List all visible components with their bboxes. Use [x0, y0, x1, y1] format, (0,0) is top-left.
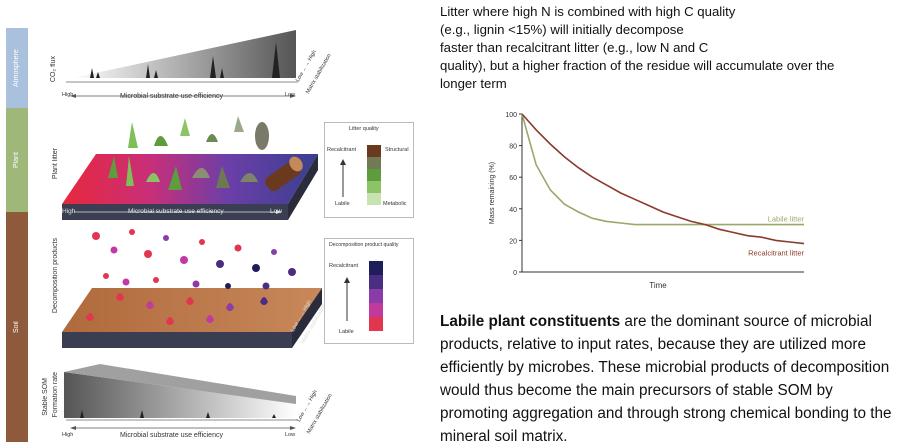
chart-axes	[519, 113, 804, 273]
decomp-swatch	[369, 289, 383, 303]
chart-labels: 0 20 40 60 80 100 Labile litter Recalcitrant li…	[489, 112, 804, 290]
decomp-swatch	[369, 275, 383, 289]
chart-series	[521, 113, 805, 245]
decomp-legend-arrow	[344, 277, 350, 321]
y-tick-label: 0	[513, 270, 517, 277]
litter-legend-top-right: Structural	[385, 147, 409, 153]
intro-line-4: quality), but a higher fraction of the r…	[440, 58, 835, 73]
co2-flux-label: CO₂ flux	[50, 56, 57, 83]
decomp-swatch	[369, 317, 383, 331]
y-tick-label: 80	[509, 144, 517, 151]
plant-litter-graphic	[62, 116, 318, 220]
plant-strip: Plant	[6, 108, 28, 212]
som-axis-high: High	[62, 432, 74, 438]
litter-swatch	[367, 169, 381, 181]
y-tick-label: 60	[509, 175, 517, 182]
litter-legend-top: Recalcitrant	[327, 147, 357, 153]
som-axis-low: Low	[285, 432, 296, 438]
co2-axis-low: Low	[285, 92, 296, 98]
litter-legend-bottom: Labile	[335, 201, 350, 207]
litter-swatch	[367, 181, 381, 193]
som-axis-label: Microbial substrate use efficiency	[120, 432, 223, 439]
series-line-recalcitrant	[521, 113, 805, 245]
decomp-swatch	[369, 303, 383, 317]
litter-swatch	[367, 145, 381, 157]
decomp-swatch	[369, 261, 383, 275]
intro-line-1: Litter where high N is combined with hig…	[440, 4, 736, 19]
stable-som-graphic	[64, 364, 298, 430]
conclusion-paragraph: Labile plant constituents are the domina…	[440, 310, 904, 448]
decomp-legend-swatches	[369, 261, 383, 331]
series-label-labile: Labile litter	[768, 215, 805, 224]
litter-legend-bottom-right: Metabolic	[383, 201, 407, 207]
litter-swatch	[367, 157, 381, 169]
series-line-labile	[521, 113, 804, 226]
y-tick-label: 100	[505, 112, 517, 119]
intro-paragraph: Litter where high N is combined with hig…	[440, 3, 900, 93]
decomp-legend-title: Decomposition product quality	[329, 242, 399, 248]
y-tick-label: 40	[509, 207, 517, 214]
soil-strip: Soil	[6, 212, 28, 442]
conclusion-bold: Labile plant constituents	[440, 313, 621, 330]
intro-line-5: longer term	[440, 76, 507, 91]
co2-flux-graphic	[66, 30, 298, 98]
litter-swatch	[367, 193, 381, 205]
x-axis-label: Time	[649, 281, 667, 290]
atmosphere-strip: Atmosphere	[6, 28, 28, 108]
litter-legend-arrow	[340, 159, 346, 197]
litter-axis-high: High	[62, 208, 76, 215]
y-axis-label: Mass remaining (%)	[489, 162, 496, 224]
series-label-recalcitrant: Recalcitrant litter	[748, 249, 804, 258]
decomp-legend-bottom: Labile	[339, 329, 354, 335]
decomposition-graphic	[62, 229, 322, 348]
formation-rate-label: Formation rate	[52, 372, 59, 418]
litter-legend-title: Litter quality	[349, 126, 379, 132]
soil-strip-label: Soil	[13, 321, 20, 333]
intro-line-3: faster than recalcitrant litter (e.g., l…	[440, 40, 709, 55]
decomposition-droplets	[86, 229, 296, 325]
litter-axis-low: Low	[270, 208, 282, 215]
litter-quality-legend: Litter quality Recalcitrant Labile Struc…	[324, 122, 414, 218]
stable-som-label: Stable SOM	[42, 378, 49, 416]
y-tick-label: 20	[509, 238, 517, 245]
intro-line-2: (e.g., lignin <15%) will initially decom…	[440, 22, 684, 37]
decomposition-quality-legend: Decomposition product quality Recalcitra…	[324, 238, 414, 344]
decomp-legend-top: Recalcitrant	[329, 263, 359, 269]
mass-remaining-chart: 0 20 40 60 80 100 Labile litter Recalcitrant li…	[489, 112, 805, 290]
conclusion-text: are the dominant source of microbial pro…	[440, 313, 892, 445]
plant-strip-label: Plant	[13, 152, 20, 168]
co2-axis-high: High	[62, 92, 74, 98]
atmosphere-strip-label: Atmosphere	[13, 49, 20, 87]
co2-axis-label: Microbial substrate use efficiency	[120, 93, 223, 100]
litter-legend-swatches	[367, 145, 381, 205]
litter-axis-label: Microbial substrate use efficiency	[128, 208, 224, 215]
